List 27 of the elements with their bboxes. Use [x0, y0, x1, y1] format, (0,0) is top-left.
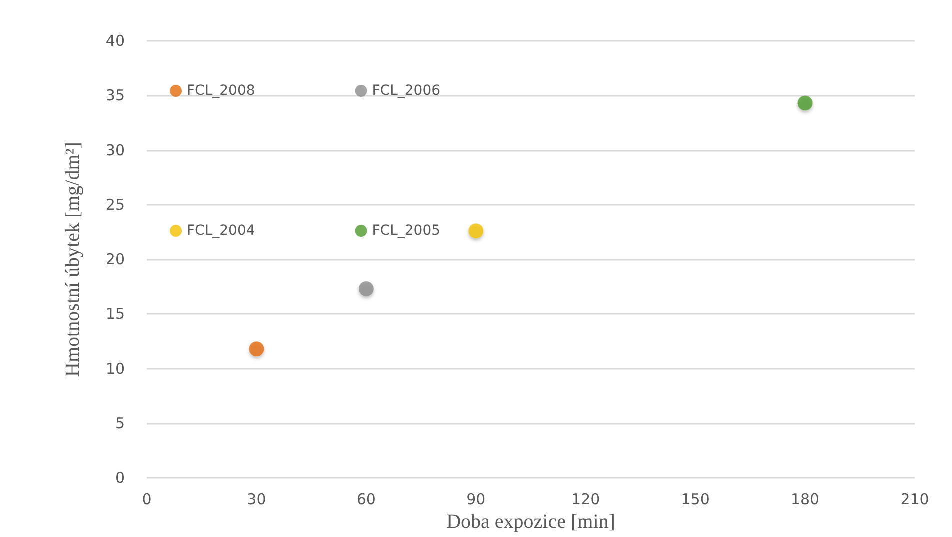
y-tick-label: 35 [106, 86, 125, 105]
point [798, 96, 813, 111]
y-tick-label: 10 [106, 360, 125, 378]
point [249, 342, 264, 357]
y-tick-label: 40 [106, 32, 125, 50]
y-tick-label: 25 [106, 196, 125, 214]
x-tick-label: 30 [247, 490, 266, 508]
x-axis-title: Doba expozice [min] [446, 510, 616, 533]
y-tick-label: 30 [106, 141, 125, 160]
y-axis-title: Hmotnostní úbytek [mg/dm²] [62, 142, 84, 377]
point [468, 224, 484, 239]
y-tick-label: 20 [106, 250, 125, 268]
x-tick-label: 210 [900, 490, 930, 508]
x-tick-label: 120 [572, 490, 600, 508]
x-tick-label: 60 [356, 490, 376, 508]
legend-label: FCL_2005 [372, 223, 441, 239]
x-tick-label: 0 [142, 490, 152, 508]
legend-label: FCL_2008 [187, 83, 256, 99]
legend-label: FCL_2006 [372, 83, 441, 99]
legend-label: FCL_2004 [187, 223, 256, 239]
x-tick-label: 180 [790, 490, 820, 508]
y-tick-label: 15 [106, 305, 125, 324]
y-tick-label: 0 [115, 469, 125, 487]
x-tick-label: 90 [466, 490, 486, 508]
y-tick-label: 5 [115, 414, 125, 432]
point [358, 282, 374, 296]
x-tick-label: 150 [681, 490, 710, 508]
